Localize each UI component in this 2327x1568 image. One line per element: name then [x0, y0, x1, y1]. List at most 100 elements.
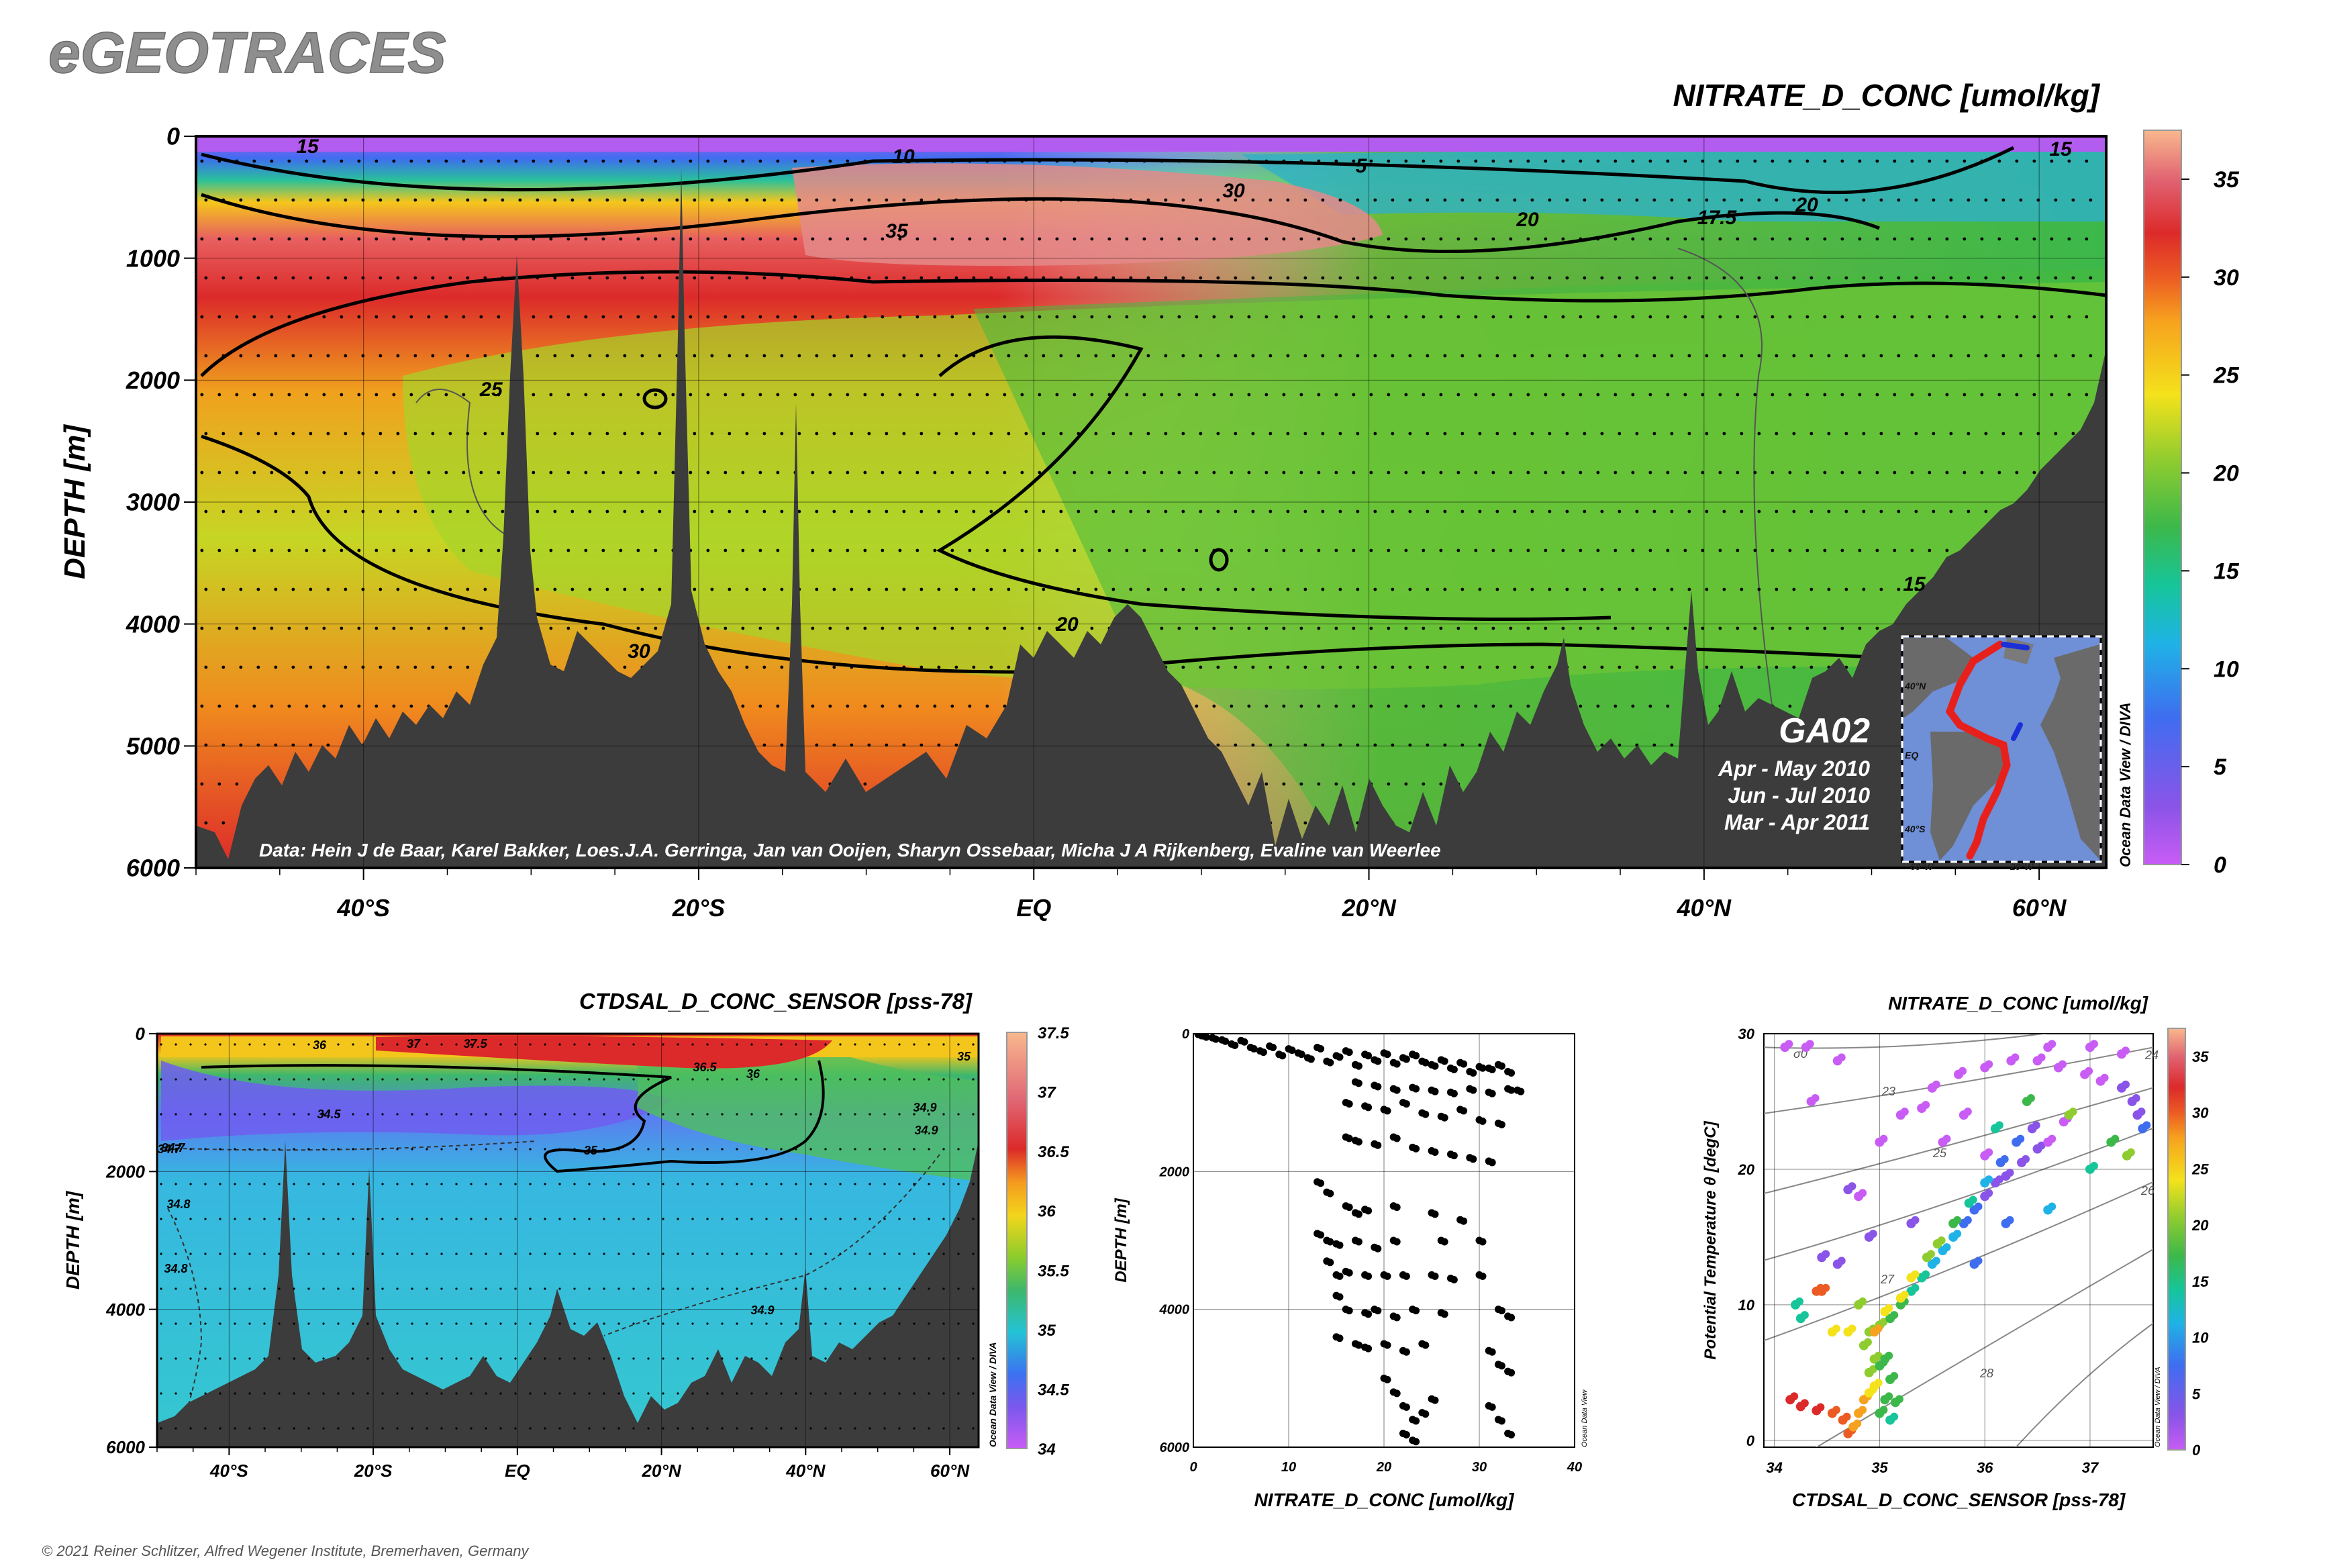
sample-dot	[647, 1183, 650, 1185]
sample-dot	[479, 315, 483, 319]
sample-dot	[558, 1148, 561, 1150]
sample-dot	[1526, 704, 1530, 708]
sample-dot	[1369, 159, 1373, 163]
sample-dot	[795, 1183, 797, 1185]
sample-dot	[584, 315, 588, 319]
sample-dot	[1422, 626, 1426, 630]
sample-dot	[588, 1078, 591, 1081]
sample-dot	[344, 587, 348, 591]
sample-dot	[762, 432, 766, 436]
sal-north-upper	[638, 1050, 979, 1181]
sample-dot	[2067, 237, 2071, 241]
profile-point	[1336, 1334, 1344, 1342]
sample-dot	[1352, 471, 1356, 475]
profile-point	[1431, 1272, 1439, 1280]
sample-dot	[1422, 782, 1426, 786]
sample-dot	[1910, 548, 1914, 552]
profile-point	[1383, 1272, 1391, 1280]
sample-dot	[1439, 548, 1443, 552]
sample-dot	[671, 159, 675, 163]
profile-point	[1326, 1259, 1334, 1267]
sample-dot	[448, 198, 452, 202]
sample-dot	[1757, 198, 1761, 202]
sample-dot	[189, 1148, 192, 1150]
sample-dot	[1282, 548, 1286, 552]
sample-dot	[293, 1253, 295, 1255]
sample-dot	[1509, 159, 1513, 163]
sample-dot	[1526, 237, 1530, 241]
sample-dot	[2054, 276, 2058, 280]
sample-dot	[1579, 548, 1583, 552]
sample-dot	[915, 315, 920, 319]
sample-dot	[1579, 315, 1583, 319]
sample-dot	[762, 587, 766, 591]
sample-dot	[1230, 393, 1234, 397]
profile-point	[1393, 1086, 1401, 1094]
sample-dot	[499, 1218, 502, 1220]
sample-dot	[793, 393, 797, 397]
sample-dot	[1055, 159, 1059, 163]
sample-dot	[1007, 587, 1011, 591]
y-tick-label: 20	[1738, 1161, 1755, 1178]
sample-dot	[815, 198, 819, 202]
sample-dot	[601, 393, 605, 397]
sample-dot	[470, 1392, 473, 1395]
sample-dot	[1426, 432, 1430, 436]
sample-dot	[366, 1287, 369, 1290]
sample-dot	[2071, 276, 2075, 280]
sample-dot	[950, 393, 954, 397]
profile-point	[1431, 1062, 1439, 1070]
sample-dot	[1548, 432, 1552, 436]
sample-dot	[605, 587, 609, 591]
sample-dot	[309, 432, 313, 436]
sample-dot	[252, 704, 256, 708]
sample-dot	[1600, 432, 1604, 436]
sample-dot	[248, 1183, 251, 1185]
sample-dot	[1771, 315, 1775, 319]
sample-dot	[1042, 509, 1046, 513]
contour-label: 15	[296, 136, 319, 158]
sample-dot	[1212, 626, 1216, 630]
sample-dot	[1618, 432, 1622, 436]
sample-dot	[1914, 509, 1918, 513]
sample-dot	[832, 509, 836, 513]
sample-dot	[529, 1218, 532, 1220]
sample-dot	[1614, 393, 1618, 397]
ts-point	[1953, 1216, 1962, 1224]
sample-dot	[485, 1113, 487, 1116]
sample-dot	[1635, 276, 1639, 280]
sample-dot	[828, 315, 832, 319]
sample-dot	[1879, 198, 1883, 202]
sample-dot	[217, 471, 221, 475]
sample-dot	[1373, 509, 1377, 513]
sample-dot	[1408, 821, 1412, 825]
sample-dot	[968, 315, 972, 319]
sample-dot	[968, 393, 972, 397]
sample-dot	[1164, 432, 1168, 436]
sample-dot	[1648, 315, 1652, 319]
sample-dot	[881, 159, 885, 163]
sample-dot	[1251, 587, 1255, 591]
sample-dot	[640, 432, 644, 436]
sample-dot	[1932, 509, 1936, 513]
sample-dot	[291, 276, 295, 280]
sample-dot	[671, 393, 675, 397]
sample-dot	[263, 1113, 266, 1116]
sample-dot	[1094, 198, 1098, 202]
sample-dot	[721, 1043, 724, 1046]
profile-point	[1345, 1269, 1353, 1277]
sample-dot	[985, 471, 989, 475]
sample-dot	[553, 276, 557, 280]
sample-dot	[270, 626, 274, 630]
ts-point	[1832, 1324, 1840, 1333]
sample-dot	[832, 354, 836, 358]
sample-dot	[1530, 354, 1534, 358]
sample-dot	[566, 548, 571, 552]
sample-dot	[898, 1253, 901, 1255]
sample-dot	[662, 1357, 664, 1360]
profile-point	[1383, 1375, 1391, 1383]
x-tick-label: 40°N	[1677, 894, 1732, 922]
sample-dot	[1618, 276, 1622, 280]
sample-dot	[1771, 159, 1775, 163]
